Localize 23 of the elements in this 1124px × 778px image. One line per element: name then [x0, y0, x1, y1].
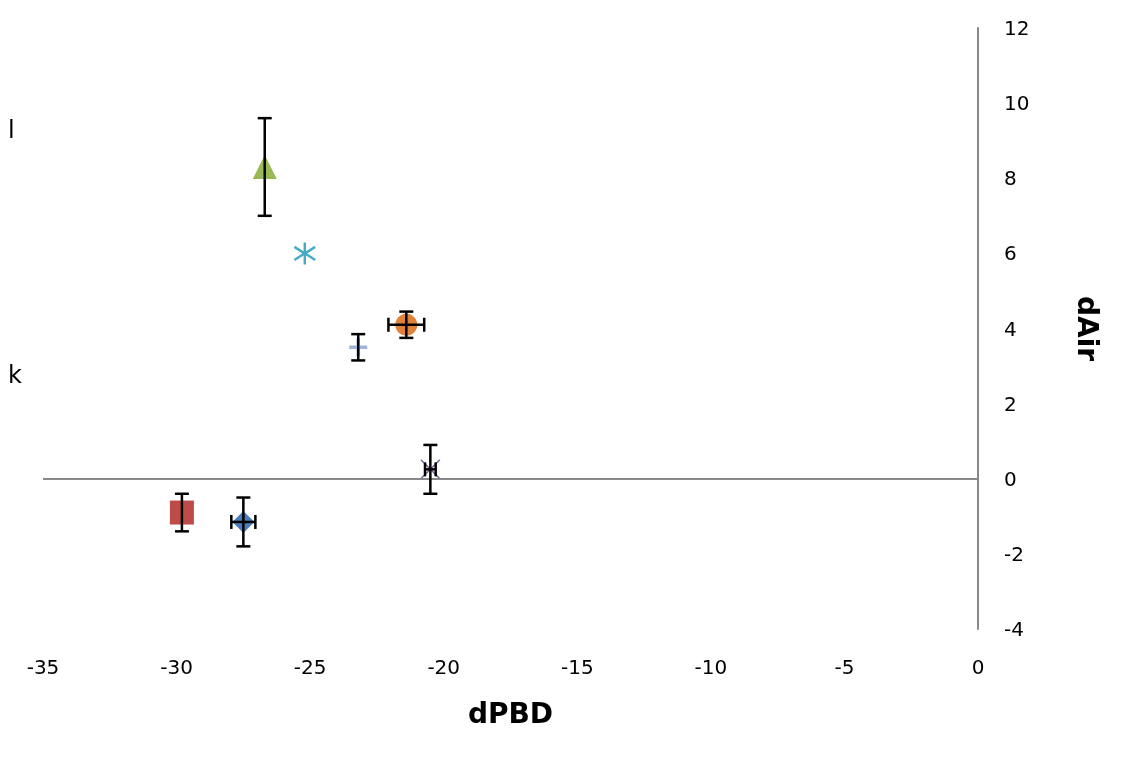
y-tick-label: 2 — [1004, 391, 1017, 416]
x-tick-label: 0 — [971, 655, 985, 679]
y-tick-label: 12 — [1004, 16, 1030, 40]
x-tick-label: -25 — [293, 655, 327, 679]
y-tick-label: 10 — [1004, 91, 1030, 116]
text: k — [8, 361, 22, 389]
point — [293, 242, 316, 265]
y-tick-label: 4 — [1004, 316, 1017, 341]
point — [169, 500, 194, 525]
y-tick-label: -4 — [1004, 617, 1024, 641]
y-axis-title: dAir — [1070, 295, 1104, 362]
y-tick-label: 0 — [1004, 466, 1017, 491]
x-tick-label: -20 — [427, 655, 461, 679]
x-tick-label: -10 — [694, 655, 728, 679]
y-tick-label: 8 — [1004, 166, 1017, 191]
y-tick-label: 6 — [1004, 241, 1017, 266]
y-tick-label: -2 — [1004, 541, 1024, 566]
x-tick-label: -35 — [26, 655, 60, 679]
text: l — [8, 116, 15, 144]
x-tick-label: -30 — [160, 655, 193, 679]
x-axis-title: dPBD — [467, 696, 554, 730]
x-tick-label: -15 — [560, 655, 594, 679]
x-tick-label: -5 — [834, 655, 855, 679]
